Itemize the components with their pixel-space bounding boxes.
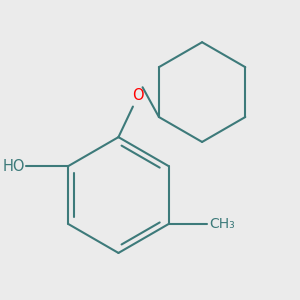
Text: O: O [132,88,144,103]
Text: CH₃: CH₃ [209,217,235,231]
Text: HO: HO [2,159,25,174]
